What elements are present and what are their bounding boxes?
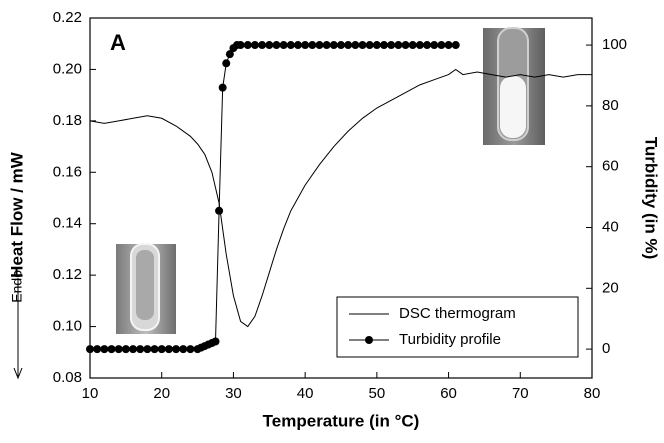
- marker: [225, 50, 234, 59]
- y2-tick-label: 40: [602, 218, 619, 235]
- x-tick-label: 60: [440, 385, 457, 402]
- marker: [186, 345, 195, 354]
- x-tick-label: 80: [584, 385, 601, 402]
- marker: [157, 345, 166, 354]
- legend-box: [336, 296, 579, 358]
- x-tick-label: 20: [153, 385, 170, 402]
- y-tick-label: 0.10: [53, 318, 82, 335]
- marker: [315, 41, 324, 50]
- marker: [250, 41, 259, 50]
- y-tick-label: 0.20: [53, 60, 82, 77]
- marker: [337, 41, 345, 50]
- marker: [293, 41, 302, 50]
- marker: [179, 345, 188, 354]
- marker: [279, 41, 288, 50]
- y-axis-title: Heat Flow / mW: [7, 151, 26, 278]
- marker: [394, 41, 403, 50]
- x-tick-label: 40: [297, 385, 314, 402]
- marker: [265, 41, 274, 50]
- marker: [172, 345, 181, 354]
- marker: [358, 41, 367, 50]
- marker: [401, 41, 410, 50]
- marker: [143, 345, 152, 354]
- marker: [430, 41, 439, 50]
- marker: [150, 345, 159, 354]
- marker: [114, 345, 123, 354]
- marker: [93, 345, 102, 354]
- marker: [301, 41, 310, 50]
- inset-turbid-tube: [483, 27, 545, 145]
- marker: [215, 206, 224, 215]
- marker: [211, 337, 220, 346]
- y-axis-note: Endo: [9, 270, 25, 303]
- y-tick-label: 0.16: [53, 163, 82, 180]
- inset-clear-tube: [116, 243, 176, 334]
- x-tick-label: 10: [82, 385, 99, 402]
- x-tick-label: 70: [512, 385, 529, 402]
- marker: [236, 41, 245, 50]
- plot-frame: [89, 17, 593, 379]
- endo-arrow: [13, 278, 23, 380]
- marker: [164, 345, 173, 354]
- marker: [286, 41, 295, 50]
- legend-label: DSC thermogram: [399, 305, 516, 322]
- y-tick-label: 0.08: [53, 369, 82, 386]
- marker: [329, 41, 338, 50]
- marker: [243, 41, 252, 50]
- marker: [222, 59, 231, 68]
- marker: [415, 41, 424, 50]
- x-tick-label: 50: [369, 385, 386, 402]
- marker: [437, 41, 446, 50]
- x-axis-title: Temperature (in °C): [263, 411, 420, 430]
- marker: [308, 41, 317, 50]
- marker: [322, 41, 331, 50]
- marker: [408, 41, 417, 50]
- y-tick-label: 0.14: [53, 215, 82, 232]
- marker: [365, 41, 374, 50]
- marker: [387, 41, 396, 50]
- y2-tick-label: 0: [602, 340, 610, 357]
- marker: [86, 345, 94, 354]
- marker: [380, 41, 389, 50]
- legend-marker: [365, 336, 373, 344]
- y-tick-label: 0.12: [53, 266, 82, 283]
- y2-tick-label: 60: [602, 158, 619, 175]
- marker: [121, 345, 130, 354]
- x-tick-label: 30: [225, 385, 242, 402]
- y-tick-label: 0.22: [53, 9, 82, 26]
- marker: [218, 83, 227, 92]
- marker: [451, 41, 460, 50]
- marker: [444, 41, 453, 50]
- series-line: [89, 68, 592, 328]
- marker: [344, 41, 353, 50]
- y2-axis-title: Turbidity (in %): [642, 137, 661, 259]
- panel-label: A: [110, 30, 126, 55]
- marker: [129, 345, 138, 354]
- marker: [100, 345, 109, 354]
- marker: [258, 41, 267, 50]
- marker: [372, 41, 381, 50]
- marker: [272, 41, 281, 50]
- marker: [107, 345, 116, 354]
- y2-tick-label: 100: [602, 36, 627, 53]
- y-tick-label: 0.18: [53, 112, 82, 129]
- marker: [423, 41, 432, 50]
- marker: [136, 345, 145, 354]
- marker: [351, 41, 360, 50]
- legend-label: Turbidity profile: [399, 331, 501, 348]
- y2-tick-label: 20: [602, 279, 619, 296]
- y2-tick-label: 80: [602, 97, 619, 114]
